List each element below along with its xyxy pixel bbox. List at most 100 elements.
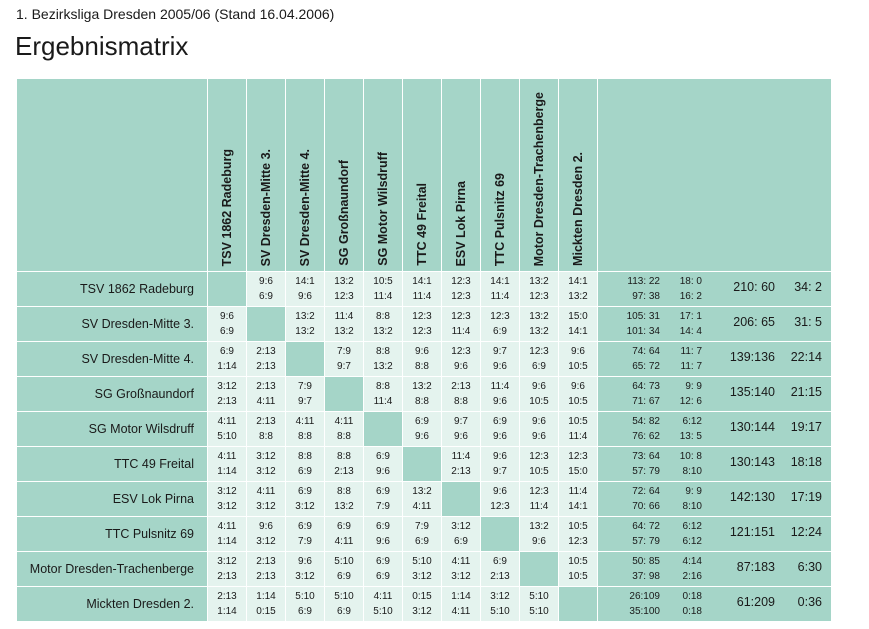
half-season-games: 73: 64 57: 79 [608, 449, 660, 479]
column-header-label: SG Motor Wilsdruff [376, 152, 390, 266]
points-value: 4:14 [682, 556, 702, 567]
total-games: 135:140 [729, 385, 775, 399]
result-cell: 10:5 11:4 [363, 271, 403, 307]
column-header-label: ESV Lok Pirna [454, 180, 468, 266]
result-cell: 14:1 9:6 [285, 271, 325, 307]
half-season-games: 74: 64 65: 72 [608, 344, 660, 374]
result-cell: 4:11 1:14 [207, 516, 247, 552]
result-first-leg: 10:5 [568, 416, 588, 427]
result-first-leg: 8:8 [337, 486, 351, 497]
diagonal-cell [324, 376, 364, 412]
table-row: TSV 1862 Radeburg 9:6 6:9 14:1 9:6 13:2 12:3 10… [16, 271, 832, 307]
total-points: 0:36 [797, 595, 822, 609]
result-second-leg: 9:7 [493, 466, 507, 477]
result-second-leg: 6:9 [493, 326, 507, 337]
games-value: 37: 98 [632, 571, 660, 582]
column-header-label: TTC 49 Freital [415, 183, 429, 266]
result-cell: 9:6 12:3 [480, 481, 520, 517]
games-value: 64: 73 [632, 381, 660, 392]
result-cell: 9:6 6:9 [246, 271, 286, 307]
result-first-leg: 13:2 [295, 311, 315, 322]
result-second-leg: 6:9 [298, 606, 312, 617]
result-cell: 10:5 11:4 [558, 411, 598, 447]
result-cell: 14:1 11:4 [402, 271, 442, 307]
result-second-leg: 12:3 [529, 291, 549, 302]
result-first-leg: 0:15 [412, 591, 432, 602]
result-second-leg: 12:3 [412, 326, 432, 337]
result-cell: 3:12 5:10 [480, 586, 520, 622]
result-second-leg: 11:4 [568, 431, 588, 442]
table-row: TTC 49 Freital 4:11 1:14 3:12 3:12 8:8 6:9 8:8 2… [16, 446, 832, 482]
result-second-leg: 2:13 [334, 466, 354, 477]
result-second-leg: 6:9 [259, 291, 273, 302]
column-header: TTC 49 Freital [402, 78, 442, 272]
result-second-leg: 11:4 [373, 291, 393, 302]
result-second-leg: 3:12 [256, 501, 276, 512]
result-cell: 12:3 11:4 [441, 306, 481, 342]
total-games: 142:130 [729, 490, 775, 504]
points-value: 8:10 [682, 501, 702, 512]
points-value: 11: 7 [680, 346, 703, 357]
half-season-points: 4:14 2:16 [666, 554, 702, 584]
half-season-games: 26:109 35:100 [608, 589, 660, 619]
column-header-label: SG Großnaundorf [337, 160, 351, 266]
result-second-leg: 6:9 [532, 361, 546, 372]
result-first-leg: 3:12 [217, 556, 237, 567]
result-cell: 3:12 6:9 [441, 516, 481, 552]
result-second-leg: 3:12 [256, 536, 276, 547]
column-header: SV Dresden-Mitte 4. [285, 78, 325, 272]
result-cell: 4:11 1:14 [207, 446, 247, 482]
result-cell: 1:14 0:15 [246, 586, 286, 622]
result-first-leg: 6:9 [220, 346, 234, 357]
result-second-leg: 9:6 [532, 431, 546, 442]
result-cell: 5:10 5:10 [519, 586, 559, 622]
half-season-points: 6:12 13: 5 [666, 414, 702, 444]
games-value: 35:100 [629, 606, 660, 617]
result-first-leg: 7:9 [415, 521, 429, 532]
result-first-leg: 12:3 [529, 486, 549, 497]
result-second-leg: 3:12 [217, 501, 237, 512]
result-cell: 11:4 14:1 [558, 481, 598, 517]
result-first-leg: 13:2 [412, 381, 432, 392]
table-row: ESV Lok Pirna 3:12 3:12 4:11 3:12 6:9 3:12 8:8 1… [16, 481, 832, 517]
result-cell: 12:3 6:9 [480, 306, 520, 342]
result-first-leg: 12:3 [451, 346, 471, 357]
result-cell: 12:3 11:4 [519, 481, 559, 517]
half-season-games: 64: 73 71: 67 [608, 379, 660, 409]
result-first-leg: 8:8 [376, 311, 390, 322]
result-cell: 11:4 2:13 [441, 446, 481, 482]
result-first-leg: 2:13 [256, 346, 276, 357]
result-second-leg: 5:10 [373, 606, 393, 617]
result-cell: 4:11 5:10 [207, 411, 247, 447]
result-second-leg: 10:5 [529, 466, 549, 477]
total-games: 206: 65 [733, 315, 775, 329]
result-first-leg: 11:4 [490, 381, 510, 392]
points-value: 16: 2 [679, 291, 702, 302]
result-first-leg: 14:1 [490, 276, 510, 287]
result-first-leg: 14:1 [412, 276, 432, 287]
result-first-leg: 6:9 [298, 486, 312, 497]
result-cell: 9:6 10:5 [558, 341, 598, 377]
result-first-leg: 4:11 [295, 416, 315, 427]
result-cell: 8:8 6:9 [285, 446, 325, 482]
diagonal-cell [441, 481, 481, 517]
result-cell: 6:9 9:6 [363, 446, 403, 482]
result-first-leg: 4:11 [217, 416, 237, 427]
result-cell: 12:3 9:6 [441, 341, 481, 377]
result-cell: 6:9 3:12 [285, 481, 325, 517]
result-first-leg: 2:13 [256, 416, 276, 427]
result-second-leg: 13:2 [334, 326, 354, 337]
result-cell: 10:5 10:5 [558, 551, 598, 587]
result-first-leg: 9:6 [532, 381, 546, 392]
summary-cell: 105: 31 101: 34 17: 1 14: 4 206: 65 31: 5 [597, 306, 832, 342]
result-cell: 8:8 13:2 [324, 481, 364, 517]
team-name: ESV Lok Pirna [16, 481, 208, 517]
result-first-leg: 15:0 [568, 311, 588, 322]
points-value: 14: 4 [679, 326, 702, 337]
half-season-points: 9: 9 12: 6 [666, 379, 702, 409]
result-first-leg: 13:2 [529, 311, 549, 322]
result-second-leg: 2:13 [451, 466, 471, 477]
games-value: 57: 79 [632, 536, 660, 547]
result-second-leg: 10:5 [529, 396, 549, 407]
column-header: Motor Dresden-Trachenberge [519, 78, 559, 272]
